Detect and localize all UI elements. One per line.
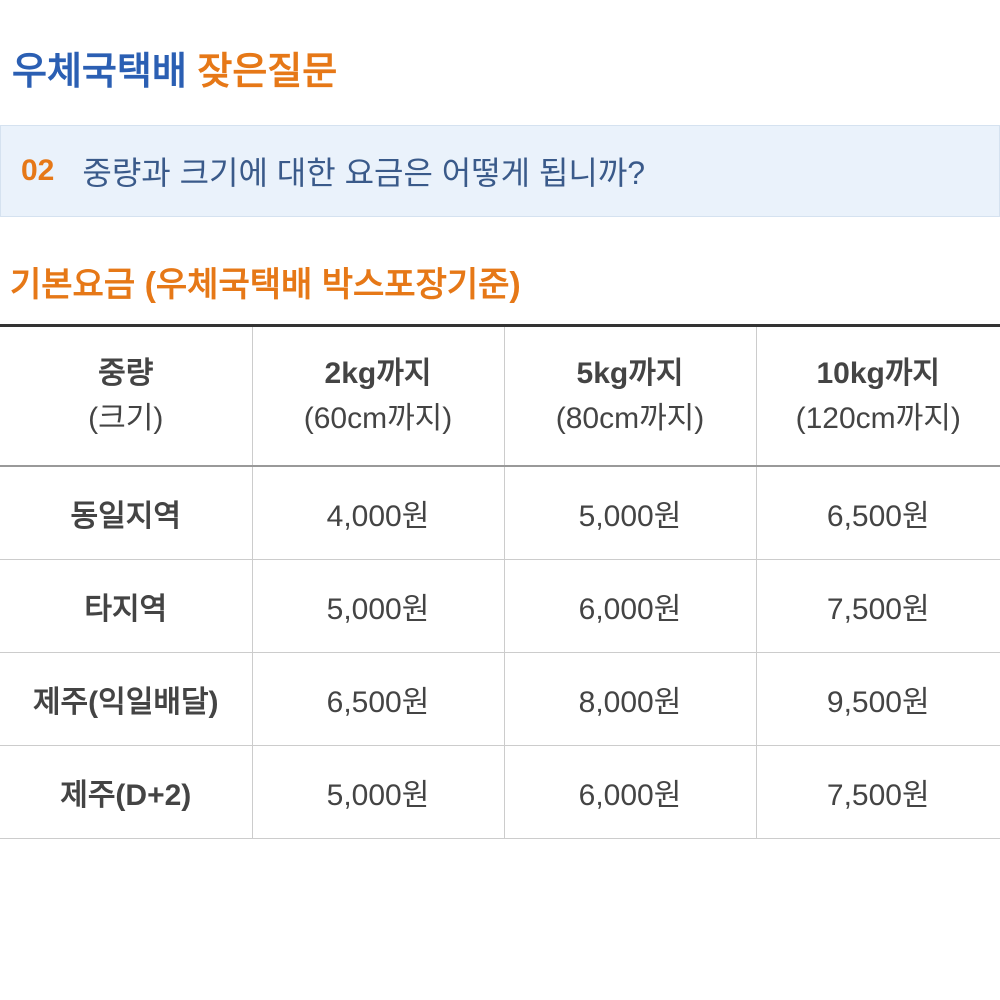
- cell-value: 6,500원: [252, 653, 504, 746]
- table-header-5kg: 5kg까지 (80cm까지): [504, 326, 756, 467]
- table-header-weight: 중량 (크기): [0, 326, 252, 467]
- cell-value: 8,000원: [504, 653, 756, 746]
- table-header-2kg: 2kg까지 (60cm까지): [252, 326, 504, 467]
- cell-value: 6,000원: [504, 746, 756, 839]
- faq-question-bar[interactable]: 02 중량과 크기에 대한 요금은 어떻게 됩니까?: [0, 125, 1000, 217]
- table-row: 타지역 5,000원 6,000원 7,500원: [0, 560, 1000, 653]
- header-sub: (크기): [8, 396, 244, 441]
- header-main: 중량: [98, 357, 153, 390]
- cell-value: 5,000원: [504, 466, 756, 560]
- table-header-10kg: 10kg까지 (120cm까지): [756, 326, 1000, 467]
- price-table: 중량 (크기) 2kg까지 (60cm까지) 5kg까지 (80cm까지) 10…: [0, 324, 1000, 839]
- cell-value: 4,000원: [252, 466, 504, 560]
- section-title: 기본요금 (우체국택배 박스포장기준): [0, 257, 1000, 324]
- row-label: 동일지역: [0, 466, 252, 560]
- header-sub: (120cm까지): [765, 396, 993, 441]
- cell-value: 6,500원: [756, 466, 1000, 560]
- title-part-orange: 잦은질문: [197, 51, 337, 93]
- cell-value: 5,000원: [252, 746, 504, 839]
- cell-value: 9,500원: [756, 653, 1000, 746]
- cell-value: 5,000원: [252, 560, 504, 653]
- table-row: 제주(D+2) 5,000원 6,000원 7,500원: [0, 746, 1000, 839]
- title-part-blue: 우체국택배: [12, 51, 187, 93]
- question-text: 중량과 크기에 대한 요금은 어떻게 됩니까?: [82, 148, 645, 194]
- cell-value: 7,500원: [756, 560, 1000, 653]
- row-label: 타지역: [0, 560, 252, 653]
- header-sub: (80cm까지): [513, 396, 748, 441]
- row-label: 제주(D+2): [0, 746, 252, 839]
- table-row: 제주(익일배달) 6,500원 8,000원 9,500원: [0, 653, 1000, 746]
- cell-value: 7,500원: [756, 746, 1000, 839]
- question-number: 02: [21, 154, 54, 188]
- row-label: 제주(익일배달): [0, 653, 252, 746]
- header-sub: (60cm까지): [261, 396, 496, 441]
- header-main: 10kg까지: [816, 357, 940, 390]
- cell-value: 6,000원: [504, 560, 756, 653]
- header-main: 2kg까지: [325, 357, 432, 390]
- header-main: 5kg까지: [577, 357, 684, 390]
- table-row: 동일지역 4,000원 5,000원 6,500원: [0, 466, 1000, 560]
- table-header-row: 중량 (크기) 2kg까지 (60cm까지) 5kg까지 (80cm까지) 10…: [0, 326, 1000, 467]
- page-title: 우체국택배 잦은질문: [0, 0, 1000, 125]
